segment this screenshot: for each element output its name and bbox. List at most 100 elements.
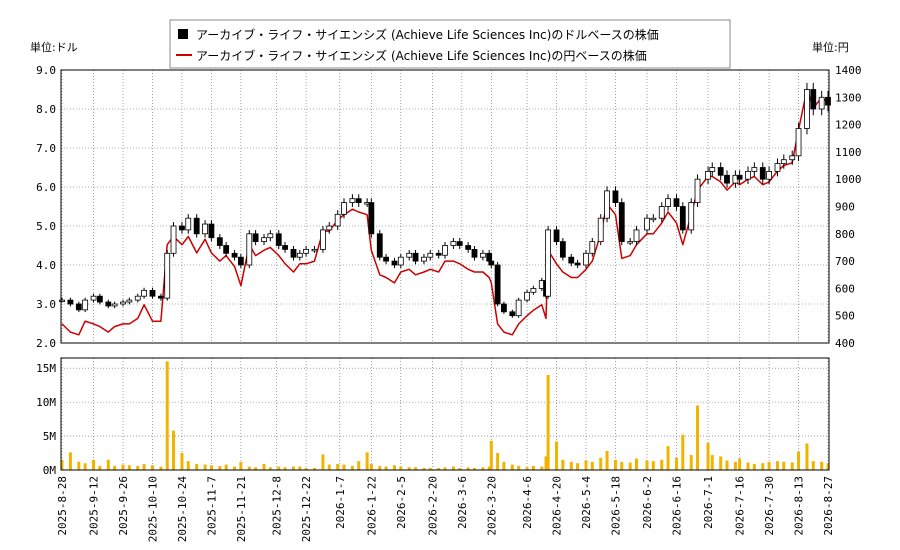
x-tick-label: 2026-1-7	[334, 476, 347, 529]
x-tick-label: 2026-3-6	[456, 476, 469, 529]
volume-bar	[811, 461, 815, 470]
right-y-tick-label: 1000	[835, 173, 862, 186]
candle-body	[450, 241, 457, 246]
volume-bar	[719, 456, 723, 470]
x-tick-label: 2026-2-20	[426, 476, 439, 536]
volume-bar	[599, 457, 603, 470]
volume-bar	[531, 465, 535, 470]
candle-body	[141, 289, 147, 297]
volume-bar	[233, 466, 237, 470]
volume-bars	[60, 361, 830, 470]
volume-bar	[443, 467, 447, 470]
candle-body	[349, 198, 356, 203]
candle-body	[658, 206, 665, 219]
candle-body	[568, 256, 575, 264]
volume-bar	[576, 463, 580, 470]
candle-body	[231, 252, 238, 258]
candle-body	[789, 155, 796, 161]
right-y-tick-label: 1100	[835, 146, 862, 159]
x-tick-label: 2026-4-6	[521, 476, 534, 529]
candle-body	[355, 198, 362, 203]
x-tick-label: 2026-5-4	[580, 476, 593, 529]
volume-bar	[399, 466, 403, 470]
volume-bar	[651, 461, 655, 470]
right-y-tick-label: 1200	[835, 119, 862, 132]
volume-bar	[725, 460, 729, 470]
volume-bar	[797, 451, 801, 470]
candle-body	[456, 241, 463, 246]
x-tick-label: 2025-10-10	[146, 476, 159, 542]
candle-body	[96, 295, 103, 303]
volume-bar	[92, 459, 96, 470]
volume-bar	[239, 461, 243, 470]
volume-bar	[517, 465, 521, 470]
x-tick-label: 2025-11-7	[205, 476, 218, 536]
left-y-tick-label: 7.0	[36, 142, 56, 155]
candle-body	[650, 217, 657, 221]
volume-bar	[805, 443, 809, 470]
candle-body	[282, 245, 288, 250]
volume-bar	[590, 461, 594, 470]
candle-body	[559, 241, 566, 258]
candle-body	[501, 303, 507, 313]
volume-y-tick-label: 0M	[43, 464, 57, 477]
volume-panel: 0M 5M 10M 15M	[36, 357, 830, 477]
candle-body	[59, 299, 65, 303]
left-y-tick-label: 8.0	[36, 103, 56, 116]
candle-body	[751, 167, 758, 172]
candle-body	[412, 252, 419, 262]
volume-bar	[342, 464, 346, 470]
volume-bar	[378, 465, 382, 470]
right-y-tick-label: 600	[835, 282, 855, 295]
right-y-tick-label: 900	[835, 201, 855, 214]
volume-bar	[660, 459, 664, 470]
volume-bar	[689, 455, 693, 470]
volume-bar	[428, 467, 432, 470]
right-y-tick-label: 1400	[835, 64, 862, 77]
volume-bar	[782, 461, 786, 470]
volume-bar	[790, 462, 794, 470]
left-y-tick-label: 4.0	[36, 259, 56, 272]
volume-bar	[350, 465, 354, 470]
volume-bar	[77, 461, 81, 470]
volume-bar	[83, 463, 87, 470]
x-tick-label: 2026-4-20	[551, 476, 564, 536]
volume-bar	[540, 466, 544, 470]
candle-body	[290, 248, 297, 258]
legend: アーカイブ・ライフ・サイエンシズ (Achieve Life Sciences …	[169, 19, 731, 69]
volume-bar	[510, 464, 514, 470]
volume-bar	[127, 465, 131, 470]
candle-body	[694, 178, 701, 203]
candle-body	[296, 252, 303, 258]
price-x-gridlines	[61, 70, 829, 343]
volume-bar	[472, 467, 476, 470]
candle-body	[759, 167, 766, 180]
candle-body	[368, 202, 375, 235]
x-tick-label: 2026-6-2	[641, 476, 654, 529]
right-y-tick-label: 800	[835, 228, 855, 241]
volume-bar	[298, 466, 302, 470]
x-tick-label: 2026-6-16	[670, 476, 683, 536]
x-tick-label: 2025-10-24	[176, 476, 189, 543]
candle-body	[618, 202, 625, 243]
candle-body	[82, 299, 89, 311]
x-tick-label: 2025-9-12	[88, 476, 101, 536]
right-y-tick-label: 1300	[835, 91, 862, 104]
volume-bar	[710, 455, 714, 470]
volume-bar	[113, 465, 117, 470]
volume-bar	[767, 461, 771, 470]
candle-body	[164, 252, 171, 299]
candle-body	[90, 295, 97, 301]
x-tick-label: 2026-7-30	[763, 476, 776, 536]
volume-bar	[826, 463, 830, 470]
ylabel-right: 単位:円	[812, 40, 849, 54]
volume-y-tick-label: 10M	[36, 396, 56, 409]
candle-body	[185, 217, 192, 231]
volume-bar	[414, 467, 418, 470]
candle-body	[126, 299, 133, 303]
volume-bar	[369, 463, 373, 470]
volume-bar	[186, 461, 190, 470]
candle-body	[435, 252, 442, 256]
candle-body	[574, 262, 581, 266]
